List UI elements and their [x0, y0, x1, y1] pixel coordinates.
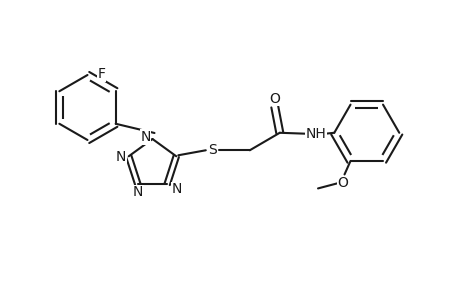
Text: N: N — [116, 150, 126, 164]
Text: S: S — [207, 143, 216, 157]
Text: N: N — [140, 130, 151, 144]
Text: NH: NH — [305, 127, 325, 141]
Text: F: F — [97, 67, 105, 81]
Text: N: N — [172, 182, 182, 196]
Text: O: O — [269, 92, 280, 106]
Text: O: O — [337, 176, 348, 190]
Text: N: N — [133, 185, 143, 199]
